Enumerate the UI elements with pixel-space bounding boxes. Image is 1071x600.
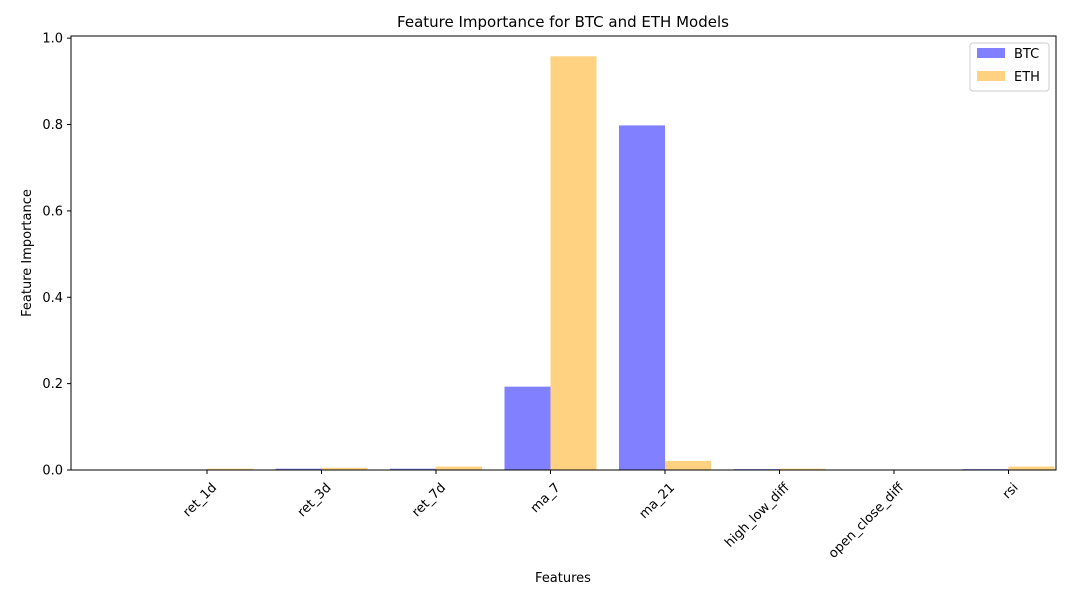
x-tick-label-ma_21: ma_21 xyxy=(637,480,678,521)
y-tick-label: 0.4 xyxy=(42,291,63,306)
bar-btc-ret_7d xyxy=(390,468,436,470)
bar-btc-ma_21 xyxy=(619,125,665,470)
x-tick-label-ma_7: ma_7 xyxy=(528,480,564,516)
y-axis-label: Feature Importance xyxy=(20,189,35,317)
y-axis: 0.0 0.2 0.4 0.6 0.8 1.0 xyxy=(42,32,71,479)
legend-swatch-btc xyxy=(977,48,1005,58)
x-tick-label-high_low_diff: high_low_diff xyxy=(722,480,793,551)
bar-btc-ma_7 xyxy=(504,386,551,470)
x-tick-label-rsi: rsi xyxy=(1000,480,1022,502)
bar-eth-ma_21 xyxy=(665,460,711,470)
plot-frame xyxy=(70,35,1057,471)
legend: BTC ETH xyxy=(969,42,1050,92)
y-tick-label: 1.0 xyxy=(42,32,63,47)
y-tick-label: 0.8 xyxy=(42,118,63,133)
x-tick-label-open_close_diff: open_close_diff xyxy=(826,480,908,562)
bar-eth-rsi xyxy=(1008,466,1055,470)
bar-eth-ret_7d xyxy=(436,466,482,470)
bar-eth-ret_3d xyxy=(321,467,368,470)
x-axis: ret_1d ret_3d ret_7d ma_7 ma_21 high_low_diff… xyxy=(180,470,1022,562)
legend-label-btc: BTC xyxy=(1014,47,1039,62)
y-tick-label: 0.6 xyxy=(42,204,63,219)
y-tick-label: 0.0 xyxy=(42,464,63,479)
bars-layer xyxy=(161,56,1055,471)
legend-label-eth: ETH xyxy=(1014,70,1040,85)
x-tick-label-ret_1d: ret_1d xyxy=(180,480,220,520)
bar-btc-ret_3d xyxy=(275,468,322,470)
x-axis-label: Features xyxy=(535,571,591,586)
y-tick-label: 0.2 xyxy=(42,377,63,392)
chart-title: Feature Importance for BTC and ETH Model… xyxy=(397,13,729,31)
bar-eth-ret_1d xyxy=(207,468,253,470)
bar-eth-high_low_diff xyxy=(779,468,826,470)
bar-eth-ma_7 xyxy=(550,56,597,471)
legend-swatch-eth xyxy=(977,71,1005,81)
x-tick-label-ret_3d: ret_3d xyxy=(295,480,335,520)
x-tick-label-ret_7d: ret_7d xyxy=(409,480,449,520)
